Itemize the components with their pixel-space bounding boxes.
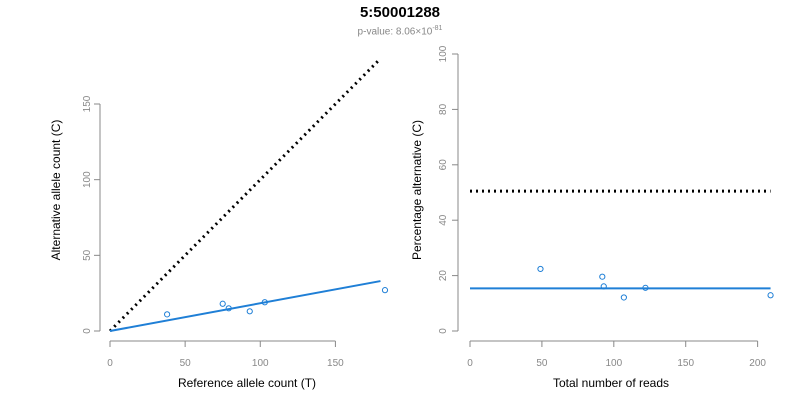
data-point: [620, 294, 627, 301]
y-axis-label: Alternative allele count (C): [49, 120, 63, 261]
data-point: [767, 292, 774, 299]
x-tick-label: 0: [107, 358, 113, 369]
x-tick-label: 200: [749, 358, 766, 369]
x-tick-label: 50: [536, 358, 548, 369]
data-point: [537, 265, 544, 273]
reference-dotted-line: [108, 57, 382, 333]
data-point: [164, 311, 171, 318]
right-panel-percentage: 0 50 100 150 200 0 20 40 60 80 100 Total number of …: [410, 45, 774, 390]
y-tick-label: 0: [82, 328, 93, 334]
y-axis-label: Percentage alternative (C): [410, 120, 424, 260]
p-value-text: p-value: 8.06×10: [357, 26, 433, 38]
x-tick-label: 100: [252, 358, 269, 369]
fit-line: [109, 280, 381, 332]
p-value-subtitle: p-value: 8.06×10-81: [0, 25, 800, 37]
x-tick-label: 150: [677, 358, 694, 369]
data-point: [600, 283, 607, 290]
y-tick-label: 40: [438, 214, 449, 226]
x-tick-label: 150: [327, 358, 344, 369]
data-point: [381, 287, 389, 294]
x-tick-label: 0: [467, 358, 473, 369]
y-tick-label: 60: [438, 159, 449, 171]
y-tick-label: 20: [438, 270, 449, 282]
y-tick-label: 0: [438, 328, 449, 334]
data-point: [225, 305, 232, 312]
data-point: [599, 273, 606, 280]
x-tick-label: 100: [605, 358, 622, 369]
y-tick-label: 80: [438, 103, 449, 115]
x-axis-label: Reference allele count (T): [178, 376, 316, 390]
x-axis-label: Total number of reads: [553, 376, 669, 390]
y-tick-label: 100: [82, 171, 93, 188]
data-point: [261, 299, 268, 306]
chart-title: 5:50001288: [359, 4, 441, 21]
data-point: [246, 308, 253, 315]
p-value-exponent: -81: [432, 25, 443, 32]
x-tick-label: 50: [180, 358, 192, 369]
y-tick-label: 100: [438, 45, 449, 62]
y-tick-label: 50: [82, 249, 93, 261]
data-point: [219, 300, 226, 307]
left-panel-ref-vs-alt: 0 50 100 150 0 50 100 150 Reference allele count…: [49, 57, 389, 390]
y-tick-label: 150: [82, 95, 93, 112]
data-point: [642, 284, 649, 291]
